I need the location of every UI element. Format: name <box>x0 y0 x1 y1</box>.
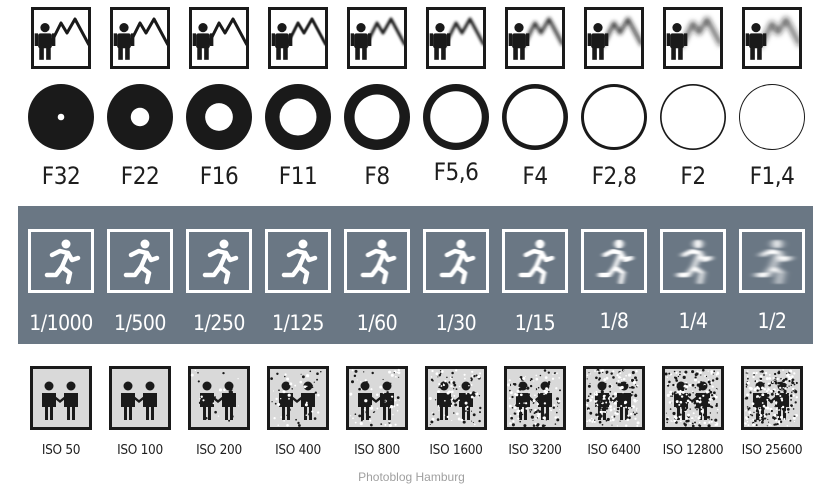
aperture-ring-icon <box>659 83 727 151</box>
shutter-speed-label: 1/250 <box>193 311 245 335</box>
aperture-ring-icon <box>422 83 490 151</box>
running-person-icon <box>265 229 331 293</box>
person-mountain-icon <box>110 7 170 69</box>
handshake-people-icon <box>583 366 645 430</box>
running-person-icon <box>28 229 94 293</box>
aperture-label: F2,8 <box>591 162 637 190</box>
iso-label: ISO 50 <box>41 442 81 458</box>
aperture-label: F5,6 <box>433 158 479 186</box>
aperture-ring-icon <box>501 83 569 151</box>
shutter-speed-label: 1/15 <box>514 311 556 335</box>
person-mountain-icon <box>505 7 565 69</box>
shutter-speed-label: 1/1000 <box>29 311 93 335</box>
handshake-people-icon <box>188 366 250 430</box>
aperture-ring-icon <box>185 83 253 151</box>
aperture-label: F1,4 <box>749 162 795 190</box>
person-mountain-icon <box>584 7 644 69</box>
running-person-icon <box>581 229 647 293</box>
running-person-icon <box>660 229 726 293</box>
person-mountain-icon <box>663 7 723 69</box>
aperture-label: F22 <box>120 162 160 190</box>
person-mountain-icon <box>347 7 407 69</box>
aperture-ring-icon <box>106 83 174 151</box>
handshake-people-icon <box>504 366 566 430</box>
handshake-people-icon <box>662 366 724 430</box>
shutter-speed-label: 1/30 <box>435 311 477 335</box>
handshake-people-icon <box>109 366 171 430</box>
iso-label: ISO 400 <box>275 442 321 458</box>
person-mountain-icon <box>426 7 486 69</box>
handshake-people-icon <box>346 366 408 430</box>
running-person-icon <box>739 229 805 293</box>
shutter-speed-label: 1/4 <box>678 309 708 333</box>
iso-label: ISO 1600 <box>429 442 483 458</box>
iso-label: ISO 3200 <box>508 442 562 458</box>
iso-label: ISO 25600 <box>741 442 803 458</box>
photo-credit: Photoblog Hamburg <box>358 470 465 484</box>
shutter-speed-label: 1/60 <box>356 311 398 335</box>
aperture-label: F2 <box>680 162 706 190</box>
aperture-label: F11 <box>278 162 318 190</box>
aperture-ring-icon <box>738 83 806 151</box>
shutter-speed-label: 1/125 <box>272 311 324 335</box>
handshake-people-icon <box>741 366 803 430</box>
aperture-ring-icon <box>27 83 95 151</box>
aperture-label: F4 <box>522 162 548 190</box>
iso-label: ISO 100 <box>117 442 163 458</box>
person-mountain-icon <box>268 7 328 69</box>
shutter-speed-label: 1/500 <box>114 311 166 335</box>
aperture-ring-icon <box>264 83 332 151</box>
aperture-label: F8 <box>364 162 390 190</box>
person-mountain-icon <box>31 7 91 69</box>
person-mountain-icon <box>189 7 249 69</box>
running-person-icon <box>186 229 252 293</box>
handshake-people-icon <box>267 366 329 430</box>
aperture-label: F32 <box>41 162 81 190</box>
running-person-icon <box>423 229 489 293</box>
shutter-speed-label: 1/2 <box>757 309 787 333</box>
running-person-icon <box>502 229 568 293</box>
aperture-ring-icon <box>580 83 648 151</box>
shutter-speed-label: 1/8 <box>599 309 629 333</box>
handshake-people-icon <box>30 366 92 430</box>
person-mountain-icon <box>742 7 802 69</box>
iso-label: ISO 200 <box>196 442 242 458</box>
iso-label: ISO 6400 <box>587 442 641 458</box>
handshake-people-icon <box>425 366 487 430</box>
iso-label: ISO 800 <box>354 442 400 458</box>
iso-label: ISO 12800 <box>662 442 724 458</box>
running-person-icon <box>107 229 173 293</box>
running-person-icon <box>344 229 410 293</box>
aperture-label: F16 <box>199 162 239 190</box>
aperture-ring-icon <box>343 83 411 151</box>
